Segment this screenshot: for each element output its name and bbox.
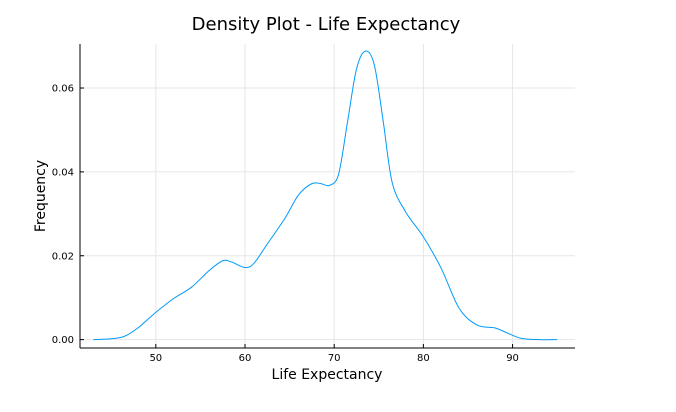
y-tick-label: 0.04	[52, 167, 74, 178]
y-tick-label: 0.06	[52, 84, 74, 95]
y-ticks: 0.00 0.02 0.04 0.06	[52, 84, 84, 346]
x-axis-label: Life Expectancy	[272, 367, 383, 383]
y-tick-label: 0.00	[52, 335, 74, 346]
y-axis-label: Frequency	[33, 160, 49, 232]
x-tick-label: 80	[417, 353, 430, 364]
x-tick-label: 90	[506, 353, 519, 364]
x-tick-label: 50	[149, 353, 162, 364]
grid	[80, 44, 575, 348]
series	[93, 50, 558, 341]
density-curve	[93, 50, 558, 341]
y-tick-label: 0.02	[52, 251, 74, 262]
x-ticks: 50 60 70 80 90	[149, 344, 519, 364]
x-tick-label: 70	[328, 353, 341, 364]
x-tick-label: 60	[239, 353, 252, 364]
axes	[79, 44, 575, 349]
chart-title: Density Plot - Life Expectancy	[192, 14, 461, 35]
